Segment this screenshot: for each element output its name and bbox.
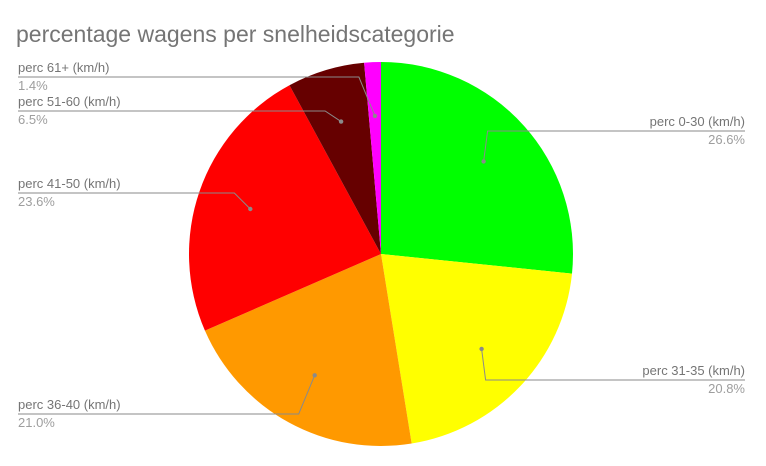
- slice-label: perc 61+ (km/h): [18, 60, 109, 75]
- pie-slices: [188, 61, 574, 447]
- slice-value-label: 1.4%: [18, 78, 48, 93]
- leader-line: [18, 192, 251, 210]
- slice-label: perc 41-50 (km/h): [18, 176, 121, 191]
- slice-value-label: 26.6%: [708, 132, 745, 147]
- pie-slice: [364, 61, 381, 254]
- leader-line: [483, 130, 745, 162]
- slice-label: perc 31-35 (km/h): [642, 363, 745, 378]
- slice-labels: perc 0-30 (km/h) 26.6% perc 31-35 (km/h) 20…: [18, 60, 745, 430]
- leader-dot: [338, 119, 344, 124]
- leader-dot: [248, 206, 253, 212]
- leader-line: [481, 348, 745, 381]
- leader-line: [18, 76, 376, 117]
- leader-dot: [372, 113, 378, 119]
- slice-label: perc 0-30 (km/h): [650, 114, 745, 129]
- leader-dot: [479, 346, 484, 352]
- chart-title: percentage wagens per snelheidscategorie: [16, 21, 455, 47]
- leader-dot: [312, 373, 317, 378]
- slice-value-label: 23.6%: [18, 194, 55, 209]
- leader-line: [18, 375, 316, 415]
- leader-dot: [481, 159, 486, 164]
- pie-slice: [381, 62, 574, 274]
- slice-value-label: 20.8%: [708, 381, 745, 396]
- pie-slice: [204, 254, 412, 447]
- pie-slice: [188, 85, 381, 331]
- slice-value-label: 21.0%: [18, 415, 55, 430]
- pie-slice: [381, 254, 572, 444]
- slice-label: perc 51-60 (km/h): [18, 94, 121, 109]
- slice-value-label: 6.5%: [18, 112, 48, 127]
- leader-line: [18, 110, 342, 123]
- slice-label: perc 36-40 (km/h): [18, 397, 121, 412]
